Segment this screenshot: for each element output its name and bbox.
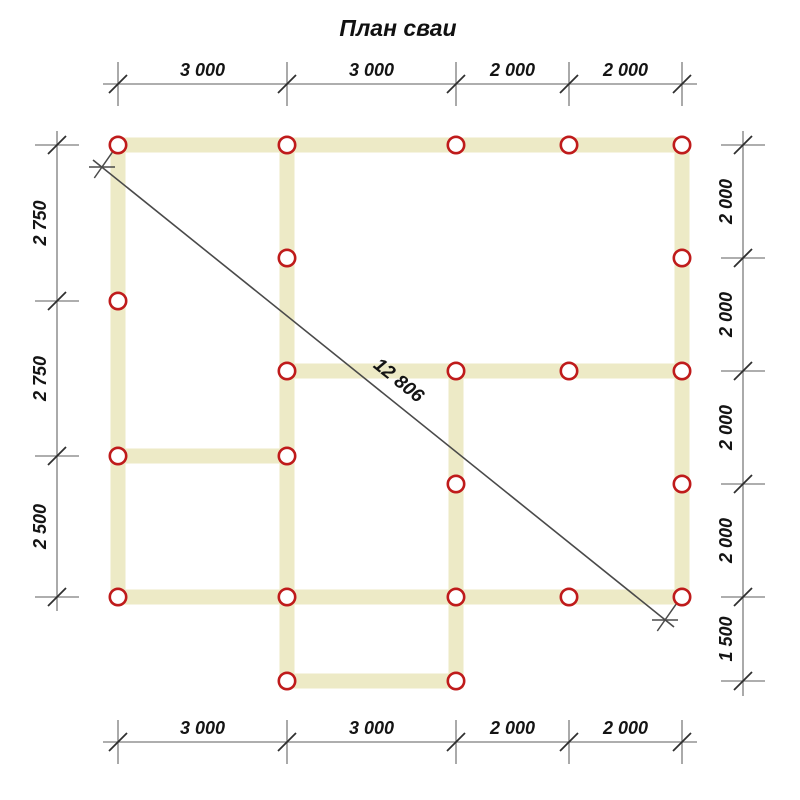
- grillage-beam: [279, 363, 690, 379]
- dimension-label: 2 000: [716, 518, 736, 564]
- dimension-label: 2 000: [602, 718, 648, 738]
- pile-marker: [446, 587, 466, 607]
- dimension-slash-tick: [47, 446, 67, 466]
- grillage-beam: [279, 137, 295, 689]
- dimension-label: 3 000: [180, 60, 225, 80]
- dimension-slash-tick: [733, 671, 753, 691]
- dimension-label: 2 000: [489, 718, 535, 738]
- pile-marker: [108, 135, 128, 155]
- pile-marker: [108, 291, 128, 311]
- dimension-slash-tick: [733, 474, 753, 494]
- pile-marker: [672, 361, 692, 381]
- dimension-label: 2 750: [30, 356, 50, 402]
- dimension-slash-tick: [108, 74, 128, 94]
- dimension-label: 2 000: [716, 405, 736, 451]
- dimension-slash-tick: [108, 732, 128, 752]
- dimension-label: 2 000: [716, 179, 736, 225]
- dimension-label: 3 000: [349, 718, 394, 738]
- pile-marker: [672, 135, 692, 155]
- dimension-slash-tick: [733, 248, 753, 268]
- pile-marker: [446, 474, 466, 494]
- grillage-beam: [448, 363, 464, 689]
- pile-marker: [446, 671, 466, 691]
- pile-marker: [559, 361, 579, 381]
- measure-cross-icon: [93, 150, 114, 179]
- pile-marker: [277, 671, 297, 691]
- dimension-slash-tick: [559, 74, 579, 94]
- dimension-slash-tick: [559, 732, 579, 752]
- pile-marker: [559, 587, 579, 607]
- diagonal-measure-line: [92, 159, 675, 628]
- grillage-beam: [110, 137, 690, 153]
- pile-marker: [108, 587, 128, 607]
- pile-marker: [446, 361, 466, 381]
- grillage-beam: [110, 137, 126, 605]
- dimension-label: 3 000: [180, 718, 225, 738]
- pile-marker: [672, 474, 692, 494]
- pile-marker: [277, 248, 297, 268]
- dimension-slash-tick: [277, 732, 297, 752]
- pile-marker: [446, 135, 466, 155]
- pile-marker: [672, 587, 692, 607]
- dimension-slash-tick: [672, 732, 692, 752]
- dimension-slash-tick: [47, 135, 67, 155]
- pile-marker: [277, 361, 297, 381]
- dimension-label: 1 500: [716, 616, 736, 661]
- dimension-slash-tick: [733, 135, 753, 155]
- dimension-slash-tick: [446, 74, 466, 94]
- dimension-label: 2 000: [489, 60, 535, 80]
- grillage-beam: [279, 673, 464, 689]
- dimension-slash-tick: [446, 732, 466, 752]
- pile-marker: [108, 446, 128, 466]
- dimension-label: 2 750: [30, 200, 50, 246]
- grillage-beam: [110, 589, 690, 605]
- dimension-slash-tick: [733, 361, 753, 381]
- dimension-slash-tick: [47, 291, 67, 311]
- dimension-label: 2 000: [716, 292, 736, 338]
- pile-marker: [277, 135, 297, 155]
- pile-marker: [277, 446, 297, 466]
- pile-marker: [672, 248, 692, 268]
- dimension-slash-tick: [277, 74, 297, 94]
- dimension-slash-tick: [47, 587, 67, 607]
- drawing-title: План сваи: [339, 15, 457, 41]
- dimension-label: 2 500: [30, 504, 50, 550]
- diagonal-dimension-label: 12 806: [369, 354, 428, 407]
- pile-marker: [559, 135, 579, 155]
- grillage-beam: [110, 448, 295, 464]
- measure-cross-icon: [656, 603, 677, 632]
- dimension-label: 2 000: [602, 60, 648, 80]
- pile-marker: [277, 587, 297, 607]
- dimension-slash-tick: [672, 74, 692, 94]
- dimension-label: 3 000: [349, 60, 394, 80]
- dimension-slash-tick: [733, 587, 753, 607]
